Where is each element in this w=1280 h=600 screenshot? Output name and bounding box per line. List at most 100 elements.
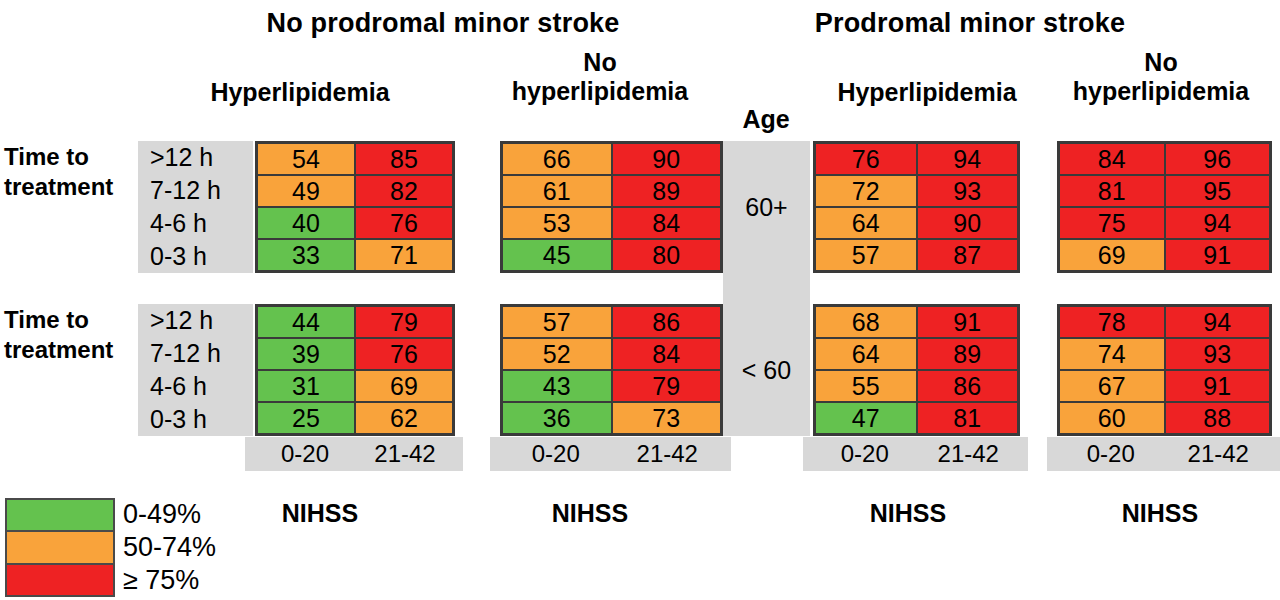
- risk-panel: 6690618953844580: [500, 141, 723, 273]
- risk-cell: 73: [612, 402, 722, 434]
- risk-cell: 39: [257, 338, 355, 370]
- risk-cell: 84: [612, 207, 722, 239]
- time-axis-title-bottom: Time to treatment: [4, 305, 113, 365]
- risk-cell: 72: [815, 175, 917, 207]
- risk-cell: 86: [917, 370, 1019, 402]
- risk-cell: 85: [355, 143, 453, 175]
- nihss-range-label: 21-42: [917, 437, 1021, 471]
- time-axis-line: treatment: [4, 335, 113, 365]
- risk-cell: 81: [917, 402, 1019, 434]
- risk-cell: 84: [1059, 143, 1165, 175]
- age-group-under60: < 60: [723, 304, 810, 436]
- risk-panel: 7894749367916088: [1057, 304, 1272, 436]
- legend-label-high: ≥ 75%: [123, 564, 199, 597]
- risk-cell: 90: [612, 143, 722, 175]
- risk-cell: 71: [355, 239, 453, 271]
- risk-cell: 40: [257, 207, 355, 239]
- subtitle-line: hyperlipidemia: [495, 77, 705, 106]
- risk-panel: 6891648955864781: [813, 304, 1020, 436]
- risk-cell: 90: [917, 207, 1019, 239]
- risk-cell: 74: [1059, 338, 1165, 370]
- risk-cell: 88: [1165, 402, 1271, 434]
- risk-cell: 89: [917, 338, 1019, 370]
- risk-cell: 25: [257, 402, 355, 434]
- time-row-label: 0-3 h: [138, 240, 253, 273]
- risk-cell: 76: [355, 207, 453, 239]
- subtitle-hyperlipidemia-right: Hyperlipidemia: [827, 78, 1027, 107]
- risk-cell: 69: [1059, 239, 1165, 271]
- risk-cell: 33: [257, 239, 355, 271]
- nihss-axis-title: NIHSS: [1100, 499, 1220, 528]
- risk-cell: 64: [815, 338, 917, 370]
- risk-cell: 36: [502, 402, 612, 434]
- risk-cell: 94: [1165, 207, 1271, 239]
- risk-cell: 79: [612, 370, 722, 402]
- group-title-no-prodromal: No prodromal minor stroke: [233, 8, 653, 39]
- time-axis-title-top: Time to treatment: [4, 142, 113, 202]
- risk-cell: 69: [355, 370, 453, 402]
- risk-panel: 7694729364905787: [813, 141, 1020, 273]
- risk-cell: 52: [502, 338, 612, 370]
- nihss-range-label: 0-20: [813, 437, 917, 471]
- legend-swatch-green: [7, 500, 113, 530]
- risk-cell: 44: [257, 306, 355, 338]
- risk-cell: 93: [917, 175, 1019, 207]
- nihss-range-band: 0-2021-42: [1047, 437, 1280, 471]
- subtitle-no-hyperlipidemia-right: No hyperlipidemia: [1056, 48, 1266, 106]
- risk-cell: 64: [815, 207, 917, 239]
- risk-cell: 43: [502, 370, 612, 402]
- nihss-range-label: 0-20: [500, 437, 612, 471]
- risk-cell: 76: [815, 143, 917, 175]
- nihss-range-label: 0-20: [255, 437, 355, 471]
- risk-cell: 67: [1059, 370, 1165, 402]
- risk-panel: 8496819575946991: [1057, 141, 1272, 273]
- risk-cell: 78: [1059, 306, 1165, 338]
- risk-heatmap-figure: No prodromal minor stroke Prodromal mino…: [0, 0, 1280, 600]
- nihss-range-label: 21-42: [355, 437, 455, 471]
- legend-swatch-red: [7, 563, 113, 595]
- risk-cell: 79: [355, 306, 453, 338]
- subtitle-line: hyperlipidemia: [1056, 77, 1266, 106]
- time-row-label: 7-12 h: [138, 337, 253, 370]
- time-row-label: 4-6 h: [138, 370, 253, 403]
- risk-cell: 94: [1165, 306, 1271, 338]
- subtitle-hyperlipidemia-left: Hyperlipidemia: [200, 78, 400, 107]
- time-axis-line: Time to: [4, 142, 113, 172]
- nihss-range-band: 0-2021-42: [245, 437, 463, 471]
- risk-cell: 62: [355, 402, 453, 434]
- time-row-labels-top: >12 h7-12 h4-6 h0-3 h: [138, 141, 253, 273]
- nihss-axis-title: NIHSS: [848, 499, 968, 528]
- risk-cell: 57: [815, 239, 917, 271]
- risk-cell: 54: [257, 143, 355, 175]
- risk-cell: 47: [815, 402, 917, 434]
- risk-cell: 49: [257, 175, 355, 207]
- nihss-axis-title: NIHSS: [260, 499, 380, 528]
- risk-cell: 84: [612, 338, 722, 370]
- risk-panel: 5786528443793673: [500, 304, 723, 436]
- time-row-label: >12 h: [138, 141, 253, 174]
- time-row-label: >12 h: [138, 304, 253, 337]
- age-axis-title: Age: [716, 105, 816, 134]
- risk-cell: 55: [815, 370, 917, 402]
- risk-cell: 82: [355, 175, 453, 207]
- risk-cell: 81: [1059, 175, 1165, 207]
- legend-swatch-orange: [7, 530, 113, 562]
- risk-cell: 91: [1165, 370, 1271, 402]
- time-row-labels-bottom: >12 h7-12 h4-6 h0-3 h: [138, 304, 253, 436]
- risk-cell: 95: [1165, 175, 1271, 207]
- risk-cell: 91: [917, 306, 1019, 338]
- subtitle-no-hyperlipidemia-left: No hyperlipidemia: [495, 48, 705, 106]
- risk-cell: 57: [502, 306, 612, 338]
- risk-cell: 61: [502, 175, 612, 207]
- risk-cell: 94: [917, 143, 1019, 175]
- risk-cell: 76: [355, 338, 453, 370]
- legend-label-low: 0-49%: [123, 498, 201, 531]
- risk-cell: 93: [1165, 338, 1271, 370]
- age-group-60plus: 60+: [723, 141, 810, 273]
- subtitle-line: No: [495, 48, 705, 77]
- risk-cell: 60: [1059, 402, 1165, 434]
- time-axis-line: Time to: [4, 305, 113, 335]
- risk-panel: 4479397631692562: [255, 304, 455, 436]
- nihss-range-label: 21-42: [612, 437, 724, 471]
- risk-panel: 5485498240763371: [255, 141, 455, 273]
